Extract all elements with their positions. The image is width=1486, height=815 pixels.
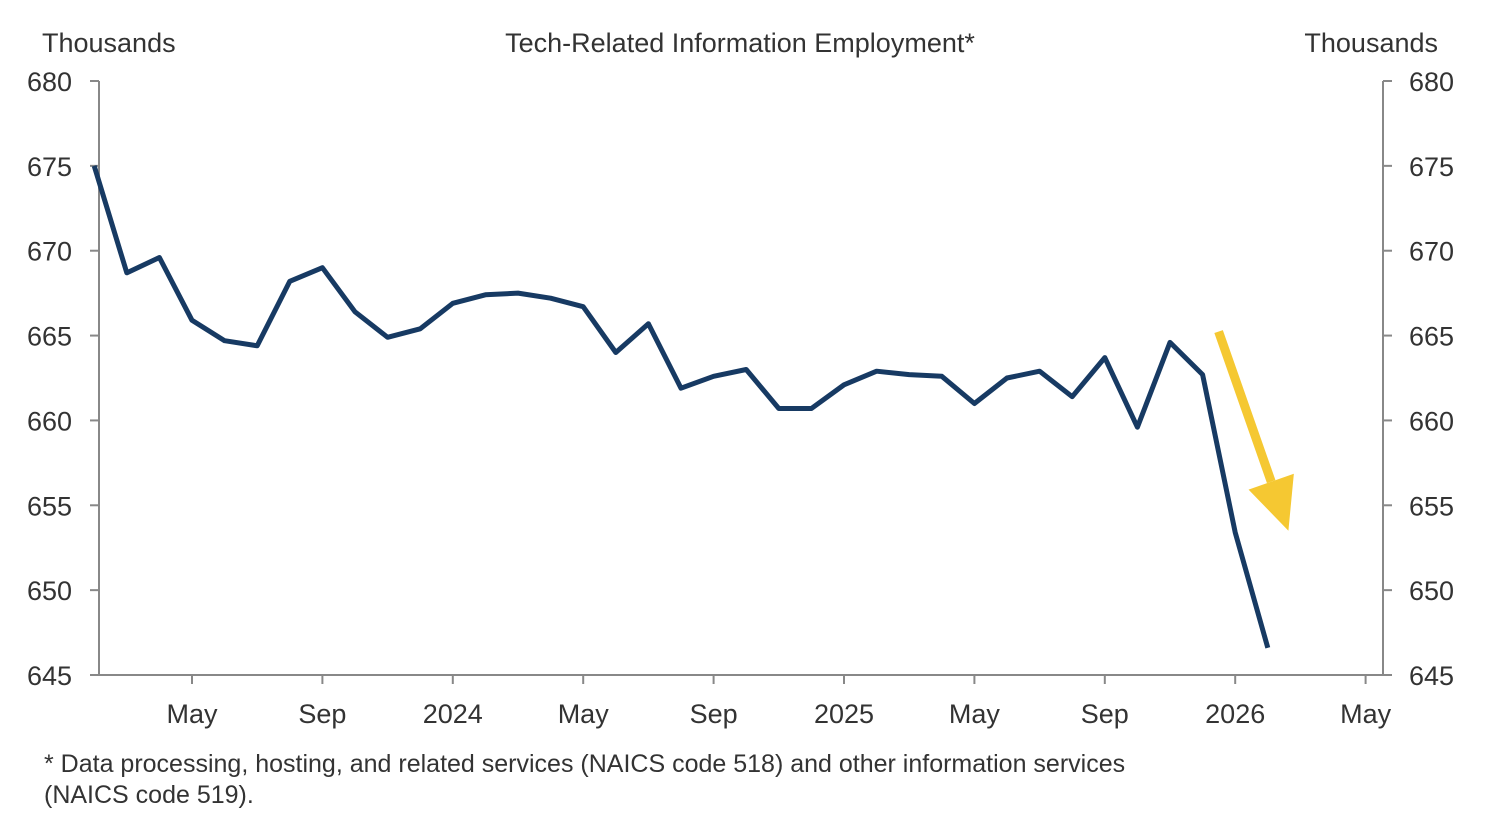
left-y-tick-label: 670 <box>27 237 72 267</box>
left-y-tick-label: 650 <box>27 576 72 606</box>
right-y-tick-label: 665 <box>1409 322 1454 352</box>
left-y-tick-label: 645 <box>27 661 72 691</box>
line-chart: Thousands Tech-Related Information Emplo… <box>27 28 1454 729</box>
footnote: * Data processing, hosting, and related … <box>44 749 1344 811</box>
annotation-arrow-head <box>1248 473 1294 531</box>
x-tick-label: 2025 <box>814 699 874 729</box>
right-y-tick-label: 645 <box>1409 661 1454 691</box>
x-tick-label: Sep <box>298 699 346 729</box>
footnote-line-2: (NAICS code 519). <box>44 781 254 809</box>
left-y-tick-label: 660 <box>27 406 72 436</box>
left-axis-unit-label: Thousands <box>42 28 176 58</box>
x-tick-label: 2026 <box>1205 699 1265 729</box>
right-y-tick-label: 655 <box>1409 491 1454 521</box>
footnote-line-1: * Data processing, hosting, and related … <box>44 750 1126 778</box>
x-tick-label: May <box>949 699 1001 729</box>
x-tick-label: Sep <box>690 699 738 729</box>
x-tick-label: 2024 <box>423 699 483 729</box>
series-line <box>91 165 1271 649</box>
right-y-tick-label: 675 <box>1409 152 1454 182</box>
left-y-tick-label: 655 <box>27 491 72 521</box>
x-tick-label: May <box>558 699 610 729</box>
right-y-tick-label: 650 <box>1409 576 1454 606</box>
right-y-tick-label: 670 <box>1409 237 1454 267</box>
x-tick-label: Sep <box>1081 699 1129 729</box>
x-tick-label: May <box>1340 699 1392 729</box>
annotation-arrow-shaft <box>1214 330 1276 484</box>
chart-title: Tech-Related Information Employment* <box>505 28 975 58</box>
x-tick-label: May <box>166 699 218 729</box>
left-y-tick-label: 665 <box>27 322 72 352</box>
right-y-tick-label: 680 <box>1409 67 1454 97</box>
left-y-tick-label: 675 <box>27 152 72 182</box>
left-y-tick-label: 680 <box>27 67 72 97</box>
right-axis-unit-label: Thousands <box>1304 28 1438 58</box>
right-y-tick-label: 660 <box>1409 406 1454 436</box>
